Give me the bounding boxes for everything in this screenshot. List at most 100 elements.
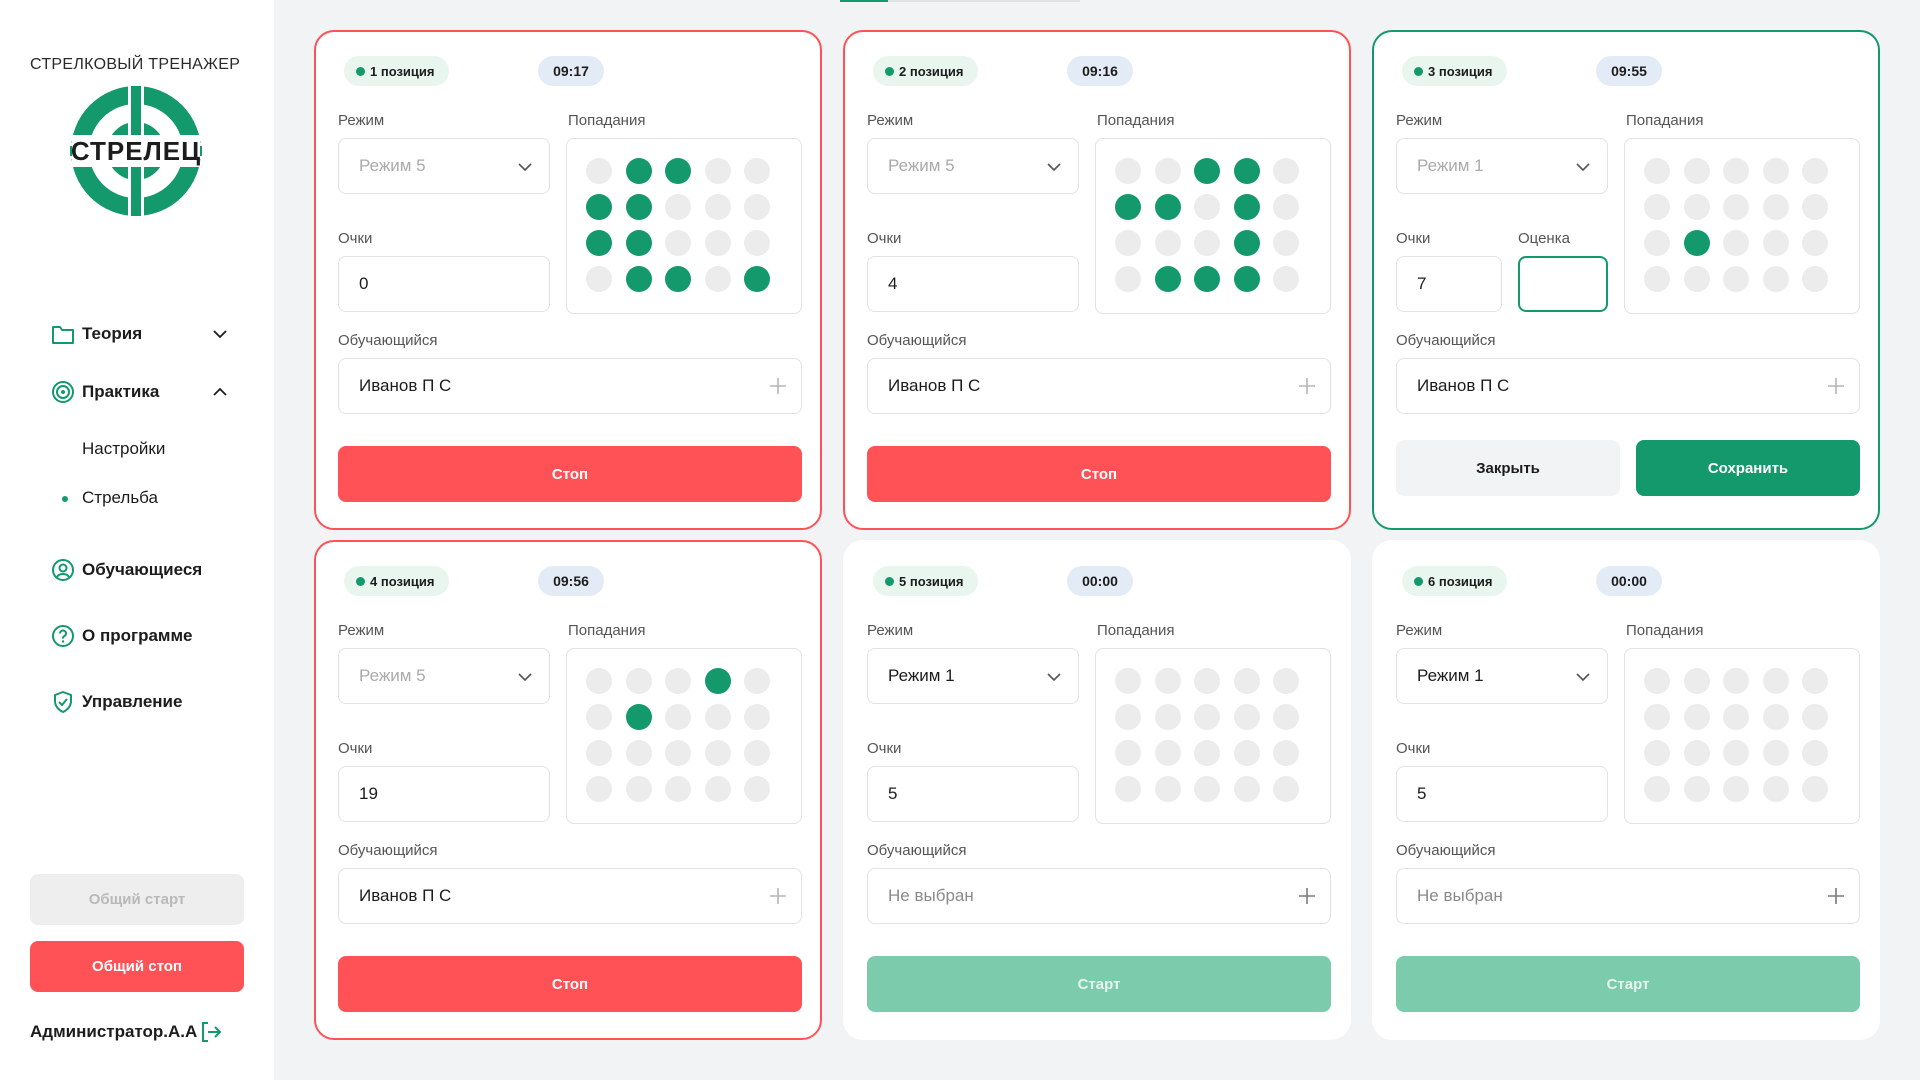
empty-hit-slot: [1683, 668, 1710, 694]
empty-hit-slot: [704, 230, 731, 256]
mode-select[interactable]: Режим 1: [1396, 138, 1608, 194]
mode-select[interactable]: Режим 5: [338, 138, 550, 194]
score-label: Очки: [338, 230, 373, 247]
empty-hit-slot: [1644, 704, 1670, 730]
mode-select[interactable]: Режим 1: [867, 648, 1079, 704]
hit-marker: [1233, 230, 1260, 256]
empty-hit-slot: [586, 266, 612, 292]
stop-button[interactable]: Стоп: [338, 446, 802, 502]
plus-icon[interactable]: [1296, 375, 1318, 397]
save-button[interactable]: Сохранить: [1636, 440, 1860, 496]
chevron-down-icon[interactable]: [210, 324, 230, 344]
score-field[interactable]: 5: [1396, 766, 1608, 822]
timer-badge: 09:16: [1067, 56, 1133, 86]
plus-icon[interactable]: [767, 885, 789, 907]
start-button[interactable]: Старт: [867, 956, 1331, 1012]
hit-marker: [704, 668, 731, 694]
empty-hit-slot: [1273, 194, 1299, 220]
nav-item-practice[interactable]: Практика: [50, 377, 159, 407]
grade-input[interactable]: [1518, 256, 1608, 312]
empty-hit-slot: [586, 776, 612, 802]
empty-hit-slot: [1802, 776, 1828, 802]
student-select[interactable]: Не выбран: [1396, 868, 1860, 924]
empty-hit-slot: [1115, 776, 1141, 802]
nav-item-students[interactable]: Обучающиеся: [50, 555, 202, 585]
empty-hit-slot: [1233, 740, 1260, 766]
position-badge-label: 2 позиция: [899, 63, 964, 79]
empty-hit-slot: [1154, 668, 1181, 694]
student-select[interactable]: Иванов П С: [338, 358, 802, 414]
mode-select[interactable]: Режим 5: [338, 648, 550, 704]
user-row: Администратор.А.А: [30, 1020, 223, 1044]
status-dot: [885, 576, 894, 586]
score-field[interactable]: 4: [867, 256, 1079, 312]
score-field[interactable]: 5: [867, 766, 1079, 822]
timer-badge: 00:00: [1067, 566, 1133, 596]
status-dot: [356, 66, 365, 76]
chevron-down-icon: [518, 673, 532, 682]
empty-hit-slot: [665, 740, 691, 766]
plus-icon[interactable]: [767, 375, 789, 397]
plus-icon[interactable]: [1825, 885, 1847, 907]
student-label: Обучающийся: [867, 332, 967, 349]
mode-select[interactable]: Режим 5: [867, 138, 1079, 194]
hit-marker: [1115, 194, 1141, 220]
empty-hit-slot: [586, 158, 612, 184]
nav-item-about[interactable]: О программе: [50, 621, 193, 651]
empty-hit-slot: [1194, 668, 1220, 694]
nav-sub-shooting[interactable]: Стрельба: [82, 488, 158, 507]
nav-label: О программе: [82, 626, 193, 645]
close-button[interactable]: Закрыть: [1396, 440, 1620, 496]
hits-label: Попадания: [1626, 622, 1704, 639]
student-select[interactable]: Не выбран: [867, 868, 1331, 924]
chevron-down-icon: [518, 163, 532, 172]
nav-label: Практика: [82, 382, 160, 401]
score-field[interactable]: 7: [1396, 256, 1502, 312]
position-badge-label: 1 позиция: [370, 63, 435, 79]
mode-select[interactable]: Режим 1: [1396, 648, 1608, 704]
all-stop-button[interactable]: Общий стоп: [30, 941, 244, 992]
hit-marker: [1233, 158, 1260, 184]
nav-item-theory[interactable]: Теория: [50, 319, 142, 349]
nav-item-management[interactable]: Управление: [50, 687, 182, 717]
hit-marker: [625, 158, 652, 184]
empty-hit-slot: [1154, 230, 1181, 256]
empty-hit-slot: [586, 740, 612, 766]
student-value: Иванов П С: [888, 376, 981, 395]
stop-button[interactable]: Стоп: [338, 956, 802, 1012]
empty-hit-slot: [1683, 776, 1710, 802]
hits-grid: [1624, 648, 1860, 824]
chevron-up-icon[interactable]: [210, 382, 230, 402]
student-value: Иванов П С: [359, 376, 452, 395]
nav-sub-settings[interactable]: Настройки: [82, 439, 166, 458]
mode-value: Режим 1: [888, 666, 955, 685]
plus-icon[interactable]: [1825, 375, 1847, 397]
score-field[interactable]: 0: [338, 256, 550, 312]
plus-icon[interactable]: [1296, 885, 1318, 907]
position-card-1: 1 позиция 09:17 Режим Попадания Режим 5 …: [314, 30, 822, 530]
start-button[interactable]: Старт: [1396, 956, 1860, 1012]
shield-check-icon: [50, 689, 76, 715]
mode-label: Режим: [338, 112, 385, 129]
empty-hit-slot: [1273, 668, 1299, 694]
logout-icon[interactable]: [199, 1020, 223, 1044]
student-select[interactable]: Иванов П С: [338, 868, 802, 924]
student-label: Обучающийся: [867, 842, 967, 859]
hit-marker: [665, 266, 691, 292]
student-label: Обучающийся: [338, 332, 438, 349]
empty-hit-slot: [1683, 266, 1710, 292]
all-start-button[interactable]: Общий старт: [30, 874, 244, 925]
empty-hit-slot: [1723, 668, 1749, 694]
empty-hit-slot: [744, 194, 770, 220]
chevron-down-icon: [1047, 673, 1061, 682]
student-value: Иванов П С: [1417, 376, 1510, 395]
empty-hit-slot: [704, 194, 731, 220]
stop-button[interactable]: Стоп: [867, 446, 1331, 502]
empty-hit-slot: [1273, 158, 1299, 184]
mode-value: Режим 5: [359, 666, 426, 685]
student-select[interactable]: Иванов П С: [867, 358, 1331, 414]
score-field[interactable]: 19: [338, 766, 550, 822]
mode-label: Режим: [1396, 112, 1443, 129]
student-select[interactable]: Иванов П С: [1396, 358, 1860, 414]
chevron-down-icon: [1576, 673, 1590, 682]
